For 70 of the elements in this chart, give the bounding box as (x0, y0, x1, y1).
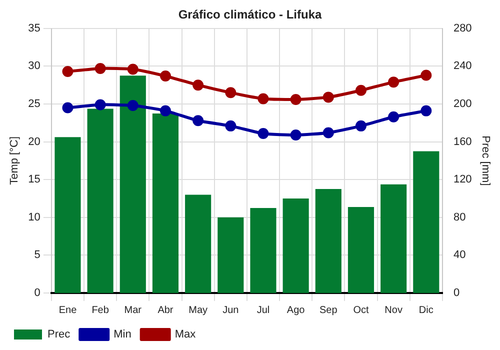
y-tick-label: 10 (28, 211, 40, 224)
point (192, 115, 204, 126)
point (420, 70, 432, 81)
y2-tick-label: 240 (453, 60, 472, 72)
y-tick-label: 30 (28, 60, 40, 72)
bar (87, 108, 114, 293)
y-tick-label: 20 (28, 136, 40, 148)
point (290, 129, 302, 140)
legend-label: Min (114, 328, 132, 341)
point (127, 100, 138, 112)
point (290, 94, 302, 105)
x-tick-label: Jun (222, 304, 239, 316)
point (62, 66, 74, 77)
legend-label: Prec (48, 328, 71, 341)
y-tick-label: 35 (28, 22, 40, 34)
x-tick-label: Oct (353, 304, 369, 316)
point (62, 102, 74, 114)
point (322, 127, 334, 138)
point (192, 80, 204, 91)
y2-tick-label: 80 (453, 211, 466, 224)
point (225, 120, 236, 132)
bar (413, 151, 440, 293)
bar (185, 194, 212, 293)
point (355, 120, 366, 132)
bar (120, 76, 146, 293)
y2-tick-label: 120 (453, 174, 472, 186)
point (355, 84, 366, 96)
x-tick-label: Mar (124, 304, 142, 316)
point (225, 87, 236, 98)
x-tick-label: Ago (286, 304, 306, 316)
point (388, 76, 400, 88)
x-tick-label: Ene (58, 304, 78, 316)
y2-tick-label: 40 (453, 249, 466, 262)
point (258, 93, 269, 104)
x-tick-label: Sep (320, 304, 338, 316)
y2-tick-label: 280 (453, 22, 472, 34)
x-tick-label: Jul (256, 304, 270, 316)
point (160, 70, 171, 82)
x-tick-label: Feb (92, 304, 110, 316)
bar (250, 208, 276, 293)
y-tick-label: 5 (34, 249, 40, 262)
point (258, 128, 269, 139)
x-tick-label: Abr (158, 304, 174, 316)
y-tick-label: 0 (34, 287, 40, 300)
point (160, 105, 171, 116)
legend-label: Max (174, 328, 196, 341)
bar (218, 217, 244, 293)
point (388, 111, 400, 122)
point (420, 105, 432, 116)
bar (315, 189, 342, 293)
bar (54, 137, 81, 293)
x-tick-label: Nov (384, 304, 402, 316)
x-tick-label: May (188, 304, 208, 316)
point (94, 99, 106, 110)
y-tick-label: 25 (28, 98, 40, 110)
y-axis-title: Temp [°C] (8, 136, 21, 185)
bar (152, 113, 179, 293)
bar (380, 184, 407, 293)
chart-title: Gráfico climático - Lifuka (178, 8, 322, 22)
point (94, 62, 106, 74)
y2-tick-label: 0 (453, 287, 460, 300)
point (322, 92, 334, 103)
x-tick-label: Dic (418, 304, 434, 316)
y2-tick-label: 160 (453, 136, 472, 148)
y-tick-label: 15 (28, 174, 40, 186)
point (127, 64, 138, 75)
y2-tick-label: 200 (453, 98, 472, 110)
bar (282, 198, 309, 293)
bar (348, 207, 374, 293)
y2-axis-title: Prec [mm] (479, 136, 492, 186)
